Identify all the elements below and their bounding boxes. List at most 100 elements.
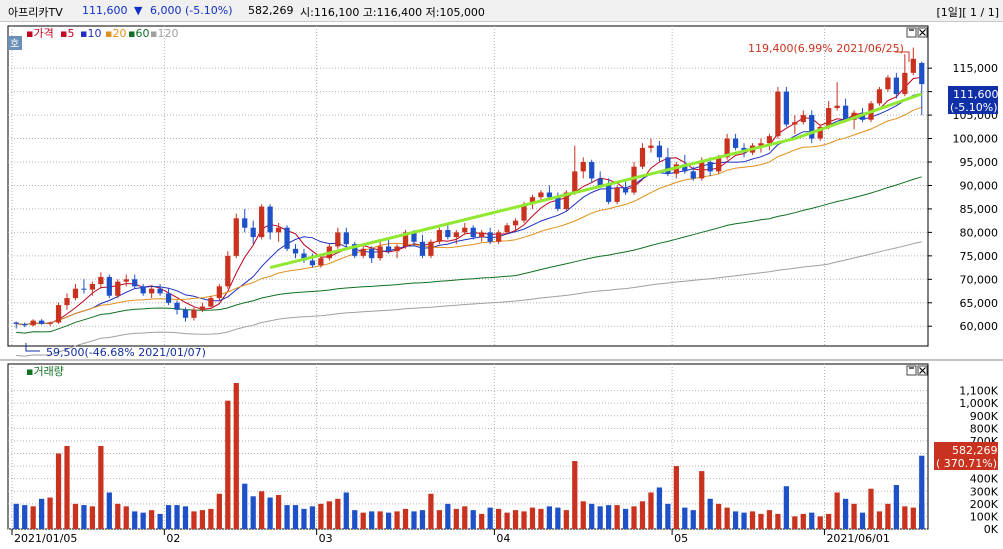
candle-body (242, 218, 248, 228)
candle-body (335, 232, 341, 247)
candle-body (809, 115, 815, 139)
candle-body (817, 126, 823, 139)
legend-ma-5: ▪5 (60, 27, 74, 40)
volume-bar (563, 510, 569, 529)
candle-body (826, 108, 832, 127)
candle-body (902, 72, 908, 94)
legend-ma-60: ▪60 (128, 27, 149, 40)
date-tick-label: 05 (674, 532, 688, 545)
volume-bar (555, 507, 561, 529)
volume-bar (529, 507, 536, 529)
candle-body (309, 260, 316, 266)
candle-body (707, 162, 713, 172)
price-tick-label: 80,000 (960, 226, 999, 239)
candle-body (411, 232, 417, 242)
volume-box-value: 582,269 (952, 444, 998, 457)
volume-bar (123, 506, 129, 529)
volume-bar (174, 505, 180, 529)
volume-bar (589, 503, 595, 529)
volume-bar (868, 488, 874, 529)
volume-bar (149, 510, 155, 529)
candle-body (445, 230, 451, 238)
candle-body (233, 218, 239, 256)
volume-bar (242, 483, 248, 529)
trade-volume: 582,269 (248, 4, 294, 17)
candle-body (81, 288, 87, 290)
candle-body (546, 192, 553, 198)
ma-line-10 (16, 92, 922, 326)
price-change: 6,000 (-5.10%) (150, 4, 233, 17)
candle-body (470, 227, 476, 238)
stock-chart[interactable]: 60,000 65,000 70,000 75,000 80,000 85,000 90,0… (0, 22, 1003, 546)
candle-body (208, 298, 214, 307)
order-tag-icon[interactable] (8, 36, 22, 50)
candle-body (690, 171, 696, 179)
candle-body (538, 192, 544, 198)
volume-bar (462, 506, 468, 529)
volume-bar (919, 455, 925, 529)
volume-box-pct: ( 370.71%) (936, 457, 997, 470)
candle-body (123, 279, 129, 282)
candle-body (885, 77, 891, 90)
volume-bar (842, 498, 849, 529)
candle-body (55, 305, 62, 323)
volume-tick-label: 900K (970, 410, 999, 423)
date-tick-label: 02 (166, 532, 180, 545)
legend-ma-20: ▪20 (105, 27, 126, 40)
price-box-value: 111,600 (953, 88, 999, 101)
volume-bar (716, 503, 722, 529)
price-pane-maximize-button[interactable] (906, 27, 917, 38)
chart-area[interactable]: 60,000 65,000 70,000 75,000 80,000 85,000 90,0… (0, 22, 1003, 546)
volume-bar (775, 513, 781, 529)
candle-body (656, 145, 663, 158)
volume-bar (436, 510, 443, 529)
volume-bar (724, 507, 730, 529)
volume-bar (30, 506, 36, 529)
volume-pane-maximize-button[interactable] (906, 365, 917, 376)
change-down-icon: ▼ (134, 4, 143, 17)
candle-body (453, 232, 459, 238)
candle-body (775, 91, 781, 137)
volume-bar (419, 510, 426, 529)
title-bar: 아프리카TV 111,600 ▼ 6,000 (-5.10%) 582,269 … (0, 0, 1003, 22)
period-indicator[interactable]: [1일][ 1 / 1] (936, 6, 999, 19)
volume-bar (690, 510, 696, 529)
volume-bar (89, 506, 96, 529)
candle-body (30, 320, 36, 326)
volume-bar (352, 510, 358, 529)
candle-body (38, 320, 45, 324)
candle-body (597, 178, 603, 186)
volume-tick-label: 0K (984, 523, 999, 536)
volume-bar (182, 506, 189, 529)
volume-bar (233, 383, 239, 529)
volume-bar (902, 506, 908, 529)
volume-bar (377, 511, 383, 529)
volume-bar (72, 503, 79, 529)
volume-bar (335, 498, 341, 529)
candle-body (157, 288, 163, 294)
price-tick-label: 100,000 (953, 133, 999, 146)
candle-body (563, 192, 569, 209)
candle-body (521, 204, 527, 221)
trend-line[interactable] (269, 137, 796, 270)
candle-body (487, 232, 493, 242)
volume-bar (741, 512, 747, 529)
volume-bar (326, 501, 332, 529)
candle-body (140, 286, 146, 294)
volume-bar (792, 516, 798, 529)
candle-body (250, 227, 256, 238)
price-pane-controls[interactable] (906, 27, 928, 38)
candle-body (783, 91, 789, 125)
volume-bar (504, 512, 510, 529)
volume-bar (597, 506, 603, 529)
volume-bar (402, 508, 409, 529)
volume-bar (606, 505, 612, 529)
volume-bar (487, 507, 493, 529)
volume-bar (512, 510, 519, 529)
volume-pane-controls[interactable] (906, 365, 928, 376)
price-tick-label: 70,000 (960, 273, 999, 286)
volume-bar (250, 496, 256, 529)
volume-bar (656, 487, 663, 529)
candle-body (589, 162, 595, 179)
trend-line[interactable] (794, 92, 923, 140)
